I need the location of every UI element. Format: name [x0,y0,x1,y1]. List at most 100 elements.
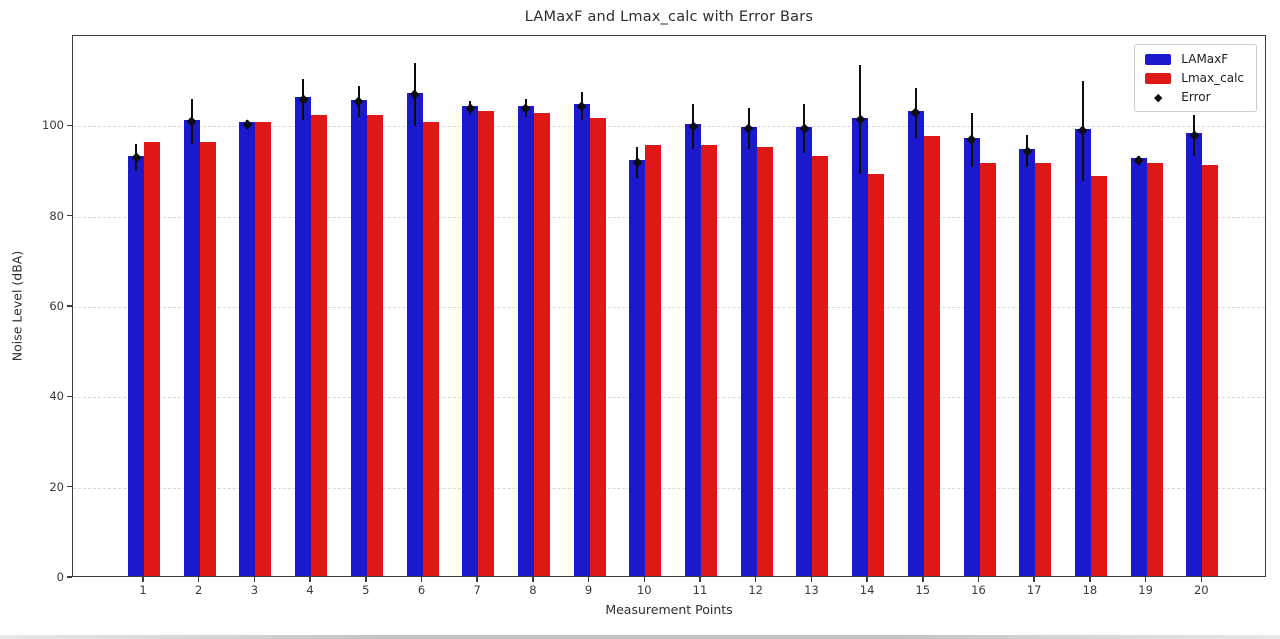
x-tick-label-6: 6 [417,583,426,597]
bar-lamaxf-4 [295,97,312,576]
bar-lamaxf-10 [629,160,646,576]
bar-lamaxf-18 [1074,128,1091,576]
y-tick-mark [67,305,72,307]
x-tick-label-20: 20 [1193,583,1209,597]
x-tick-mark [977,577,980,582]
bar-lmax-calc-3 [255,122,272,576]
bar-lmax-calc-4 [311,115,328,576]
x-tick-mark [532,577,534,582]
x-tick-mark [142,577,144,582]
y-tick-label: 80 [49,208,64,223]
x-tick-label-7: 7 [473,583,481,597]
bar-lamaxf-16 [963,137,980,576]
x-tick-mark [365,577,367,582]
bar-lmax-calc-17 [1035,162,1052,576]
x-tick-mark [866,577,868,582]
x-axis-label: Measurement Points [605,602,733,617]
legend-label-error: Error [1181,90,1211,104]
x-tick-label-14: 14 [859,583,875,597]
x-tick-mark [1089,577,1091,582]
x-tick-label-13: 13 [804,583,819,597]
x-tick-label-18: 18 [1082,583,1098,597]
x-tick-label-10: 10 [636,583,652,597]
x-tick-label-15: 15 [915,583,931,597]
bar-lmax-calc-1 [144,142,160,576]
bar-lmax-calc-2 [199,142,216,576]
y-axis-label: Noise Level (dBA) [9,250,25,362]
gridline [73,307,1265,308]
x-tick-mark [922,577,924,582]
bar-lamaxf-19 [1130,158,1147,576]
bar-lamaxf-12 [740,126,757,576]
gridline [73,397,1265,399]
plot-area: LAMaxF Lmax_calc ◆ Error [72,35,1266,577]
x-tick-mark [587,577,590,582]
x-tick-label-11: 11 [692,583,708,597]
bar-lmax-calc-15 [923,135,940,576]
legend-item-error: ◆ Error [1145,90,1244,104]
x-tick-mark [253,577,256,582]
error-diamond-icon: ◆ [1154,90,1163,104]
bar-lmax-calc-5 [366,115,383,576]
bar-lmax-calc-11 [701,144,717,576]
bar-lamaxf-8 [517,106,534,576]
x-tick-label-8: 8 [529,583,537,597]
bar-lamaxf-9 [573,104,590,576]
bar-lmax-calc-9 [589,117,606,576]
bar-lamaxf-5 [350,99,367,576]
lamaxf-swatch-icon [1145,53,1172,65]
x-tick-mark [1144,577,1147,582]
x-tick-mark [754,577,757,582]
x-tick-label-4: 4 [306,583,314,597]
bar-lmax-calc-6 [422,122,439,576]
bar-lmax-calc-14 [868,174,885,576]
y-tick-mark [67,485,72,488]
bar-lamaxf-2 [183,119,200,576]
y-tick-mark [67,124,72,127]
x-tick-mark [643,577,646,582]
bar-lmax-calc-7 [478,110,495,576]
x-tick-label-1: 1 [139,583,147,597]
bar-lamaxf-20 [1186,133,1203,576]
bar-lamaxf-13 [796,126,813,576]
gridline [73,487,1265,489]
y-tick-label: 0 [56,570,64,584]
x-tick-mark [699,577,701,582]
y-tick-label: 20 [49,479,64,494]
bar-lmax-calc-10 [645,144,662,576]
x-tick-label-3: 3 [250,583,259,597]
lmax-calc-swatch-icon [1145,72,1172,84]
legend-label-lmax-calc: Lmax_calc [1181,71,1244,85]
bar-lamaxf-1 [128,155,144,576]
x-tick-mark [1200,577,1203,582]
legend-item-lmax-calc: Lmax_calc [1145,71,1244,85]
bar-lmax-calc-13 [812,155,829,576]
chart-title: LAMaxF and Lmax_calc with Error Bars [524,9,814,25]
bar-lmax-calc-20 [1202,164,1219,576]
bar-lamaxf-11 [685,124,701,576]
bar-lamaxf-6 [406,92,423,576]
bar-lmax-calc-8 [533,113,550,576]
x-tick-mark [420,577,423,582]
legend-label-lamaxf: LAMaxF [1181,52,1229,66]
y-tick-label: 40 [49,389,64,404]
x-tick-label-17: 17 [1026,583,1042,597]
x-tick-label-9: 9 [584,583,593,597]
x-tick-mark [810,577,813,582]
bar-lmax-calc-16 [979,162,996,576]
x-tick-label-2: 2 [195,583,203,597]
y-tick-mark [67,214,72,217]
bar-lamaxf-15 [907,110,924,576]
x-tick-label-19: 19 [1138,583,1153,597]
y-tick-mark [67,395,72,398]
bar-lamaxf-3 [239,122,256,576]
x-tick-label-5: 5 [362,583,370,597]
gridline [73,216,1265,218]
x-tick-mark [476,577,478,582]
bar-lamaxf-17 [1019,149,1036,576]
x-tick-mark [1033,577,1035,582]
window-edge [0,635,1280,639]
legend: LAMaxF Lmax_calc ◆ Error [1134,44,1257,112]
bar-lamaxf-7 [462,106,479,576]
